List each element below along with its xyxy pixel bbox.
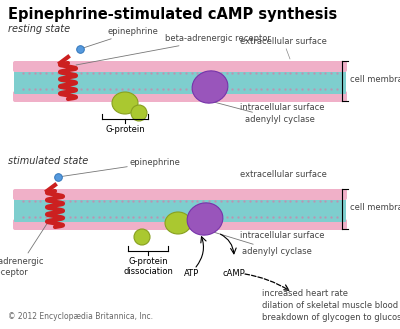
Ellipse shape [134,229,150,245]
Text: G-protein: G-protein [105,125,145,134]
Text: cAMP: cAMP [223,269,245,278]
FancyBboxPatch shape [14,68,346,94]
Text: epinephrine: epinephrine [80,27,159,49]
Text: adenylyl cyclase: adenylyl cyclase [210,231,312,256]
FancyBboxPatch shape [13,61,347,72]
Ellipse shape [131,105,147,121]
Text: intracellular surface: intracellular surface [240,103,324,112]
FancyBboxPatch shape [13,91,347,102]
Text: stimulated state: stimulated state [8,156,88,166]
Ellipse shape [112,92,138,114]
Ellipse shape [187,203,223,235]
Text: epinephrine: epinephrine [58,158,181,177]
FancyBboxPatch shape [13,219,347,230]
Text: Epinephrine-stimulated cAMP synthesis: Epinephrine-stimulated cAMP synthesis [8,7,337,22]
Text: beta-adrenergic
receptor: beta-adrenergic receptor [0,257,44,277]
FancyBboxPatch shape [13,189,347,200]
Text: increased heart rate: increased heart rate [262,289,348,298]
Text: G-protein
dissociation: G-protein dissociation [123,257,173,276]
Text: adenylyl cyclase: adenylyl cyclase [210,101,315,124]
Text: intracellular surface: intracellular surface [240,231,324,240]
FancyBboxPatch shape [14,196,346,222]
Text: cell membrane: cell membrane [350,203,400,212]
Text: © 2012 Encyclopædia Britannica, Inc.: © 2012 Encyclopædia Britannica, Inc. [8,312,153,321]
Text: extracellular surface: extracellular surface [240,37,327,59]
Text: extracellular surface: extracellular surface [240,170,327,179]
Text: dilation of skeletal muscle blood vessels: dilation of skeletal muscle blood vessel… [262,301,400,310]
Ellipse shape [165,212,191,234]
Text: cell membrane: cell membrane [350,74,400,84]
Text: resting state: resting state [8,24,70,34]
Text: breakdown of glycogen to glucose: breakdown of glycogen to glucose [262,313,400,322]
Ellipse shape [192,71,228,103]
Text: beta-adrenergic receptor: beta-adrenergic receptor [76,34,271,65]
Text: ATP: ATP [184,269,200,278]
